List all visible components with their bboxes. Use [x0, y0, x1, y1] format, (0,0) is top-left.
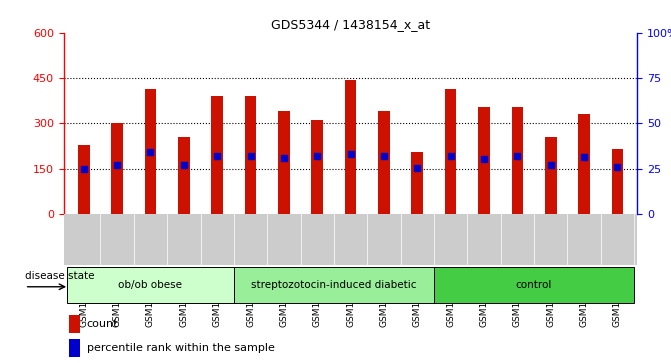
Text: count: count [87, 319, 118, 330]
Bar [611, 149, 623, 214]
Title: GDS5344 / 1438154_x_at: GDS5344 / 1438154_x_at [271, 19, 430, 32]
Text: streptozotocin-induced diabetic: streptozotocin-induced diabetic [251, 280, 417, 290]
Text: ob/ob obese: ob/ob obese [119, 280, 183, 290]
Bar [67, 267, 234, 303]
Bar [545, 137, 556, 214]
Text: control: control [516, 280, 552, 290]
Bar [578, 114, 590, 214]
Bar [278, 111, 290, 214]
Bar [511, 107, 523, 214]
Bar [211, 96, 223, 214]
Bar [445, 89, 456, 214]
Text: percentile rank within the sample: percentile rank within the sample [87, 343, 274, 353]
Bar [378, 111, 390, 214]
Bar [434, 267, 634, 303]
Bar [78, 144, 90, 214]
Text: disease state: disease state [25, 271, 94, 281]
Bar [245, 96, 256, 214]
Bar [111, 123, 123, 214]
Bar [345, 79, 356, 214]
Bar [311, 121, 323, 214]
Bar [70, 339, 80, 357]
Bar [234, 267, 434, 303]
Bar [478, 107, 490, 214]
Bar [70, 315, 80, 333]
Bar [178, 137, 190, 214]
Bar [411, 152, 423, 214]
Bar [145, 89, 156, 214]
